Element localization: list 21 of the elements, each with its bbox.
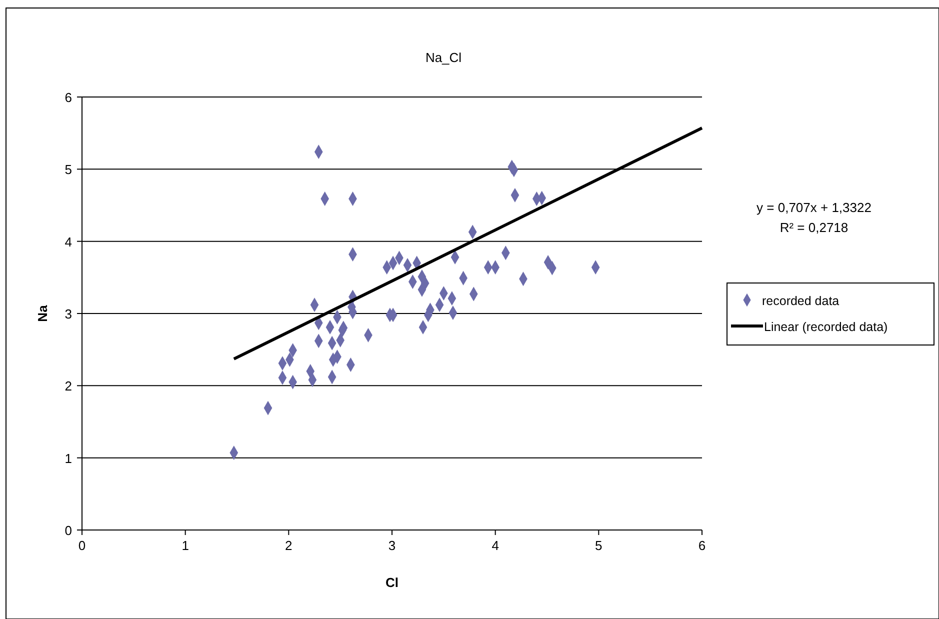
x-tick-label: 5	[595, 538, 602, 553]
x-tick-label: 6	[698, 538, 706, 553]
chart-title: Na_Cl	[425, 50, 462, 65]
y-tick-label: 0	[64, 523, 72, 538]
y-tick-label: 3	[64, 306, 72, 322]
x-tick-label: 2	[285, 538, 292, 553]
y-tick-label: 6	[64, 90, 72, 105]
legend-label: Linear (recorded data)	[764, 320, 888, 334]
text: R² = 0,2718	[780, 220, 848, 235]
y-tick-label: 2	[64, 378, 72, 394]
x-tick-label: 4	[492, 538, 499, 553]
y-tick-label: 1	[64, 450, 72, 466]
x-tick-label: 1	[182, 538, 189, 553]
y-tick-label: 4	[64, 234, 72, 250]
x-tick-label: 3	[388, 538, 396, 553]
x-tick-label: 0	[78, 538, 86, 553]
x-axis-title: Cl	[386, 575, 398, 590]
text: y = 0,707x + 1,3322	[756, 200, 872, 215]
y-axis-title: Na	[35, 304, 50, 322]
legend-label: recorded data	[762, 294, 840, 308]
y-tick-label: 5	[64, 162, 72, 178]
